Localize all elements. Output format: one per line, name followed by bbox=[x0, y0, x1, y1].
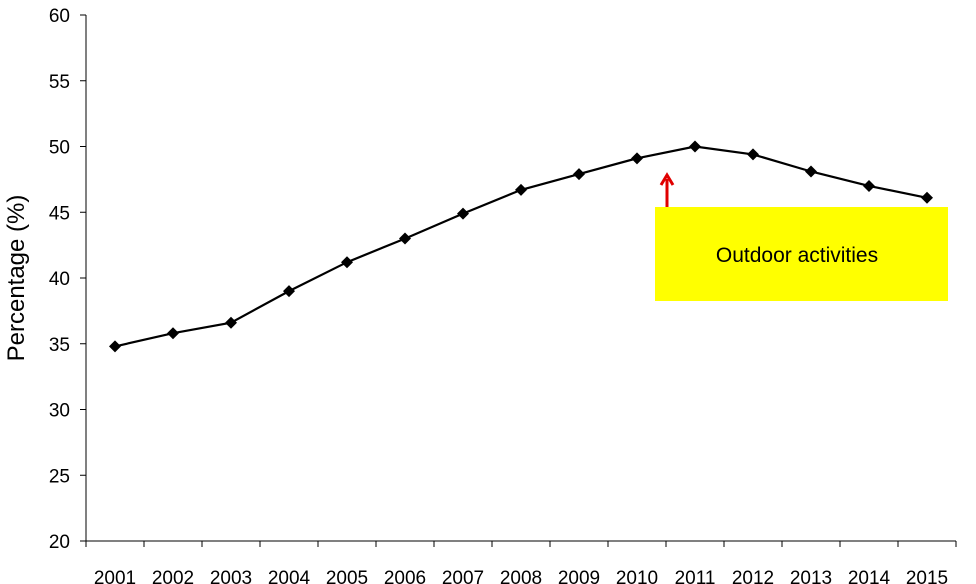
x-tick-label: 2010 bbox=[616, 568, 658, 584]
y-tick-label: 20 bbox=[49, 532, 70, 553]
x-tick-label: 2002 bbox=[152, 568, 194, 584]
x-tick-label: 2013 bbox=[790, 568, 832, 584]
data-point bbox=[283, 285, 295, 298]
data-point bbox=[573, 168, 585, 181]
data-point bbox=[225, 316, 237, 329]
x-tick-label: 2009 bbox=[558, 568, 600, 584]
y-tick-label: 30 bbox=[49, 401, 70, 422]
data-point bbox=[921, 191, 933, 204]
y-tick-label: 35 bbox=[49, 335, 70, 356]
x-tick-label: 2012 bbox=[732, 568, 774, 584]
x-tick-label: 2008 bbox=[500, 568, 542, 584]
x-axis: 2001 2002 2003 2004 2005 2006 2007 2008 2009 2010… bbox=[85, 540, 957, 584]
data-point bbox=[515, 183, 527, 196]
x-tick-label: 2014 bbox=[848, 568, 891, 584]
annotation-label: Outdoor activities bbox=[716, 244, 878, 267]
x-tick-label: 2004 bbox=[268, 568, 311, 584]
data-point bbox=[399, 232, 411, 245]
x-tick-label: 2003 bbox=[210, 568, 252, 584]
y-axis-title: Percentage (%) bbox=[3, 195, 30, 362]
data-point bbox=[689, 140, 701, 153]
y-axis: 20 25 30 35 40 45 50 55 60 bbox=[49, 6, 87, 553]
data-point bbox=[457, 207, 469, 220]
data-point bbox=[805, 165, 817, 178]
y-tick-label: 60 bbox=[49, 6, 70, 27]
x-tick-label: 2011 bbox=[675, 568, 716, 584]
data-point bbox=[167, 327, 179, 340]
y-tick-label: 55 bbox=[49, 72, 70, 93]
data-point bbox=[863, 179, 875, 192]
arrow-head bbox=[659, 172, 675, 186]
data-point bbox=[747, 148, 759, 161]
x-tick-label: 2015 bbox=[906, 568, 948, 584]
annotation: Outdoor activities bbox=[655, 172, 948, 301]
x-tick-label: 2006 bbox=[384, 568, 426, 584]
y-tick-label: 25 bbox=[49, 466, 70, 487]
x-tick-label: 2005 bbox=[326, 568, 368, 584]
x-tick-label: 2007 bbox=[442, 568, 484, 584]
annotation-box bbox=[655, 207, 948, 301]
data-point bbox=[341, 256, 353, 269]
x-tick-label: 2001 bbox=[94, 568, 136, 584]
data-point bbox=[109, 340, 121, 353]
y-tick-label: 50 bbox=[49, 138, 70, 159]
series-layer bbox=[109, 140, 933, 353]
y-tick-label: 45 bbox=[49, 203, 70, 224]
annotation-arrow-icon bbox=[659, 172, 675, 207]
y-tick-label: 40 bbox=[49, 269, 70, 290]
data-point bbox=[631, 152, 643, 165]
